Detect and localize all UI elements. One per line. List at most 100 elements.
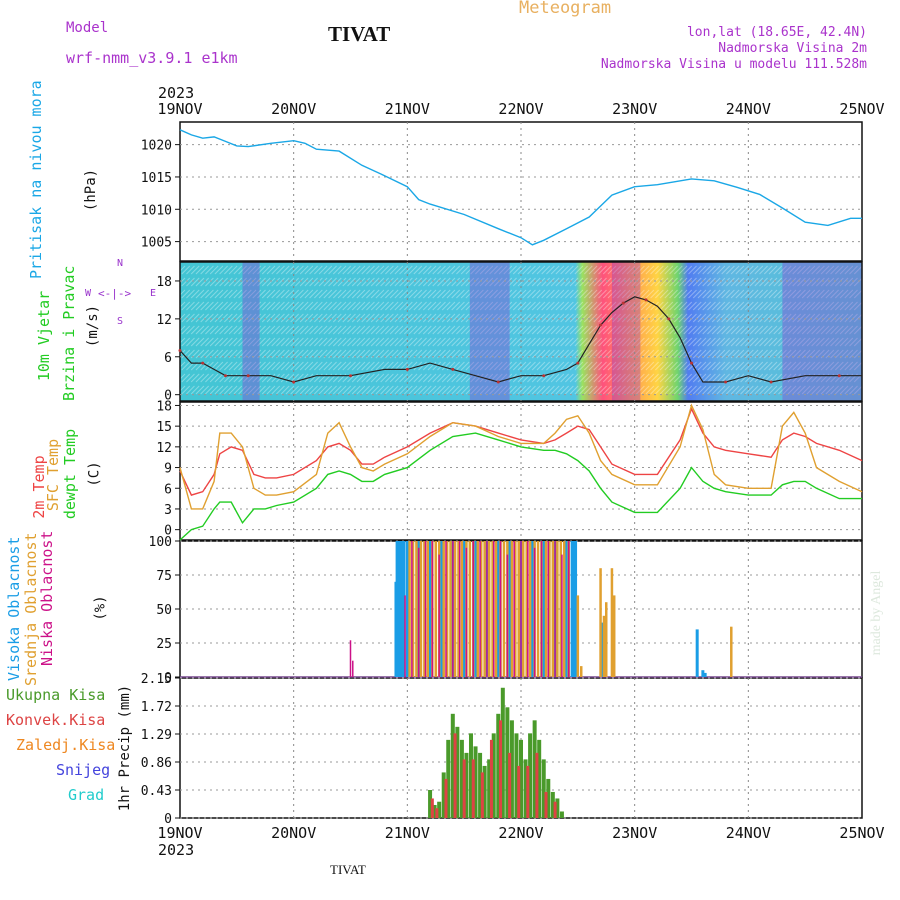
wind-barb — [763, 325, 773, 335]
wind-barb — [205, 337, 214, 347]
wind-barb — [711, 265, 721, 275]
wind-barb — [512, 277, 522, 287]
wind-barb — [493, 385, 503, 395]
cloud-mid-bar — [483, 541, 486, 677]
wind-barb — [299, 385, 309, 395]
wind-barb — [470, 301, 479, 311]
wind-barb — [233, 385, 243, 395]
wind-barb — [806, 325, 816, 335]
wind-barb — [418, 277, 427, 287]
wind-barb — [200, 325, 210, 335]
wind-barb — [503, 361, 513, 371]
y-tick-label: 75 — [156, 569, 172, 584]
wind-barb — [356, 289, 366, 299]
wind-barb — [351, 289, 361, 299]
wind-barb — [853, 337, 863, 347]
cloud-mid-bar — [449, 541, 452, 677]
wind-barb — [574, 373, 584, 383]
wind-barb — [631, 361, 641, 371]
wind-barb — [347, 313, 356, 323]
wind-barb — [550, 385, 560, 395]
wind-barb — [261, 385, 271, 395]
wind-barb — [654, 313, 664, 323]
wind-barb — [460, 301, 470, 311]
wind-barb — [389, 265, 399, 275]
wind-barb — [479, 277, 489, 287]
wind-barb — [726, 265, 735, 275]
wind-barb — [498, 373, 508, 383]
wind-barb — [484, 289, 494, 299]
wind-barb — [773, 361, 783, 371]
wind-barb — [797, 313, 806, 323]
y-tick-label: 1010 — [141, 203, 172, 218]
cloud-low-bar — [431, 541, 434, 677]
wind-barb — [200, 301, 210, 311]
wind-barb — [631, 313, 641, 323]
wind-barb — [427, 385, 437, 395]
wind-barb — [844, 325, 854, 335]
wind-speed-point — [246, 374, 250, 378]
wind-barb — [361, 373, 371, 383]
wind-unit-label: (m/s) — [85, 304, 102, 348]
wind-barb — [437, 385, 446, 395]
wind-barb — [816, 313, 825, 323]
wind-barb — [389, 325, 399, 335]
wind-barb — [337, 277, 347, 287]
wind-barb — [778, 289, 787, 299]
wind-barb — [654, 265, 664, 275]
wind-barb — [508, 349, 517, 359]
y-tick-label: 1.72 — [141, 700, 172, 715]
wind-barb — [489, 325, 498, 335]
wind-barb — [257, 325, 266, 335]
wind-barb — [403, 265, 413, 275]
wind-barb — [276, 265, 285, 275]
wind-barb — [337, 265, 347, 275]
wind-barb — [550, 373, 560, 383]
wind-barb — [697, 361, 707, 371]
wind-barb — [768, 361, 778, 371]
cloud-high-bar — [405, 541, 409, 677]
y-tick-label: 100 — [149, 535, 172, 550]
wind-barb — [261, 289, 271, 299]
wind-barb — [385, 289, 394, 299]
wind-barb — [527, 361, 536, 371]
wind-barb — [209, 277, 219, 287]
cloud-mid-bar — [605, 602, 608, 677]
wind-barb — [721, 361, 731, 371]
wind-barb — [356, 313, 366, 323]
wind-barb — [707, 337, 716, 347]
wind-barb — [588, 349, 598, 359]
wind-barb — [413, 277, 423, 287]
wind-barb — [697, 349, 707, 359]
time-tick-top-22NOV: 22NOV — [498, 100, 543, 118]
wind-barb — [209, 361, 219, 371]
wind-barb — [195, 325, 205, 335]
cloud-mid-bar — [517, 541, 520, 677]
model-label: Model — [66, 20, 109, 36]
wind-barb — [839, 289, 849, 299]
wind-barb — [607, 265, 617, 275]
wind-barb — [465, 313, 475, 323]
wind-barb — [465, 325, 475, 335]
wind-barb — [285, 337, 295, 347]
wind-barb — [351, 265, 361, 275]
precip-conv-bar — [535, 752, 539, 818]
wind-barb — [702, 313, 712, 323]
wind-barb — [588, 337, 598, 347]
wind-barb — [782, 325, 792, 335]
wind-barb — [356, 265, 366, 275]
cloud-high-bar — [400, 541, 404, 677]
wind-barb — [394, 325, 404, 335]
wind-barb — [579, 277, 588, 287]
wind-barb — [531, 361, 541, 371]
wind-barb — [598, 301, 607, 311]
wind-barb — [669, 301, 678, 311]
wind-barb — [517, 349, 527, 359]
wind-barb — [839, 325, 849, 335]
wind-barb — [574, 361, 584, 371]
wind-barb — [475, 325, 484, 335]
wind-barb — [598, 385, 607, 395]
wind-barb — [422, 349, 432, 359]
wind-barb — [569, 277, 579, 287]
